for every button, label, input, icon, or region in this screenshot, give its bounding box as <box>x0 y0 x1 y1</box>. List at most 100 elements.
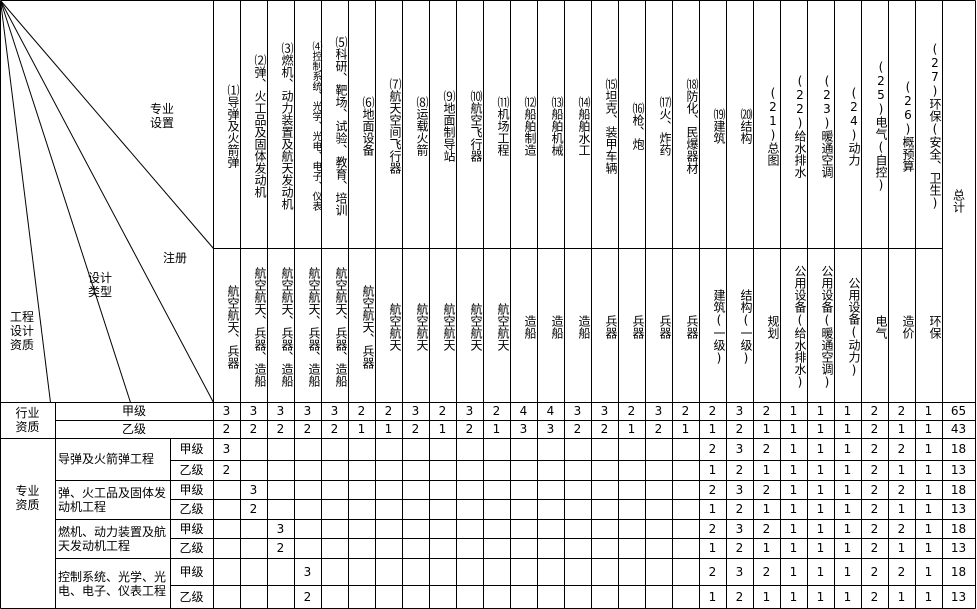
registration-header: 航空航天、兵器 <box>361 285 375 369</box>
corner-qualification: 工程设计资质 <box>9 310 34 352</box>
registration-header: 公用设备(动力) <box>847 277 861 377</box>
value-cell: 1 <box>789 442 798 456</box>
registration-header: 航空航天 <box>469 303 483 351</box>
value-cell: 1 <box>924 521 933 536</box>
value-cell: 1 <box>816 590 825 604</box>
registration-header: 造船 <box>577 315 591 339</box>
grade: 甲级 <box>179 482 204 497</box>
registration-header: 兵器 <box>658 315 672 339</box>
corner-design-type: 设计类型 <box>87 271 112 299</box>
registration-header: 公用设备(暖通空调) <box>820 265 834 389</box>
specialty-header: (26)概预算 <box>901 80 915 172</box>
value-cell: 2 <box>627 404 636 418</box>
value-cell: 1 <box>789 541 798 555</box>
value-cell: 2 <box>870 463 879 477</box>
corner-registration: 注册 <box>162 251 187 265</box>
value-cell: 3 <box>465 404 474 418</box>
value-cell: 1 <box>384 422 393 436</box>
professional-label: 专业资质 <box>15 484 40 512</box>
registration-header: 规划 <box>766 315 780 339</box>
value-cell: 1 <box>897 463 906 477</box>
value-cell: 1 <box>816 541 825 555</box>
total-header: 总计 <box>951 189 966 213</box>
value-cell: 1 <box>897 541 906 555</box>
specialty-header: ⒀船舶机械 <box>550 96 564 156</box>
value-cell: 2 <box>708 482 717 497</box>
value-cell: 1 <box>843 422 852 436</box>
value-cell: 2 <box>681 404 690 418</box>
value-cell: 1 <box>897 502 906 516</box>
grade: 甲级 <box>179 564 204 579</box>
value-cell: 1 <box>843 564 852 579</box>
corner-specialty: 专业设置 <box>149 102 174 130</box>
registration-header: 建筑(一级) <box>712 289 726 365</box>
value-cell: 1 <box>762 541 771 555</box>
specialty-header: (21)总图 <box>766 86 780 166</box>
value-cell: 3 <box>249 482 258 497</box>
specialty-header: ⑼地面制导站 <box>442 90 456 162</box>
registration-header: 航空航天 <box>496 303 510 351</box>
value-cell: 1 <box>843 521 852 536</box>
registration-header: 航空航天 <box>442 303 456 351</box>
specialty-header: ⑷控制系统、光学、光电、电子、仪表 <box>310 41 321 211</box>
value-cell: 1 <box>789 404 798 418</box>
value-cell: 1 <box>924 463 933 477</box>
value-cell: 1 <box>789 422 798 436</box>
industry-label: 行业资质 <box>15 406 40 434</box>
specialty-header: ⒅防化、民爆器材 <box>685 78 699 174</box>
value-cell: 1 <box>924 541 933 555</box>
value-cell: 3 <box>735 482 744 497</box>
value-cell: 2 <box>735 590 744 604</box>
specialty-header: ⒁船舶水工 <box>577 96 591 156</box>
value-cell: 3 <box>654 404 663 418</box>
rule <box>0 0 214 249</box>
value-cell: 1 <box>789 564 798 579</box>
value-cell: 1 <box>708 590 717 604</box>
specialty-header: ⑸科研、靶场、试验、教育、培训 <box>334 36 348 216</box>
value-cell: 2 <box>735 541 744 555</box>
specialty-header: (25)电气(自控) <box>874 60 888 192</box>
grade: 甲级 <box>121 404 146 418</box>
registration-header: 航空航天 <box>388 303 402 351</box>
value-cell: 3 <box>735 442 744 456</box>
value-cell: 1 <box>789 590 798 604</box>
group-name: 弹、火工品及固体发动机工程 <box>58 485 167 514</box>
value-cell: 2 <box>708 442 717 456</box>
value-cell: 2 <box>870 404 879 418</box>
value-cell: 2 <box>573 422 582 436</box>
value-cell: 1 <box>789 521 798 536</box>
grade: 乙级 <box>179 502 204 516</box>
value-cell: 1 <box>843 541 852 555</box>
value-cell: 3 <box>519 422 528 436</box>
specialty-header: ⑻运载火箭 <box>415 96 429 156</box>
registration-header: 航空航天、兵器、造船 <box>253 267 267 387</box>
value-cell: 1 <box>789 482 798 497</box>
value-cell: 1 <box>843 590 852 604</box>
value-cell: 2 <box>897 564 906 579</box>
value-cell: 2 <box>330 422 339 436</box>
value-cell: 3 <box>735 564 744 579</box>
registration-header: 航空航天、兵器、造船 <box>334 267 348 387</box>
value-cell: 3 <box>600 404 609 418</box>
registration-header: 兵器 <box>685 315 699 339</box>
value-cell: 1 <box>816 404 825 418</box>
value-cell: 2 <box>465 422 474 436</box>
value-cell: 2 <box>654 422 663 436</box>
value-cell: 2 <box>762 442 771 456</box>
value-cell: 3 <box>249 404 258 418</box>
value-cell: 1 <box>762 422 771 436</box>
value-cell: 3 <box>222 442 231 456</box>
value-cell: 2 <box>762 521 771 536</box>
specialty-header: (22)给水排水 <box>793 74 807 178</box>
value-cell: 2 <box>222 463 231 477</box>
group-name: 燃机、动力装置及航天发动机工程 <box>58 524 167 553</box>
value-cell: 1 <box>897 422 906 436</box>
value-cell: 3 <box>735 521 744 536</box>
value-cell: 2 <box>357 404 366 418</box>
value-cell: 1 <box>816 521 825 536</box>
value-cell: 2 <box>708 564 717 579</box>
rule <box>0 0 214 403</box>
value-cell: 2 <box>870 422 879 436</box>
value-cell: 3 <box>573 404 582 418</box>
value-cell: 2 <box>897 521 906 536</box>
